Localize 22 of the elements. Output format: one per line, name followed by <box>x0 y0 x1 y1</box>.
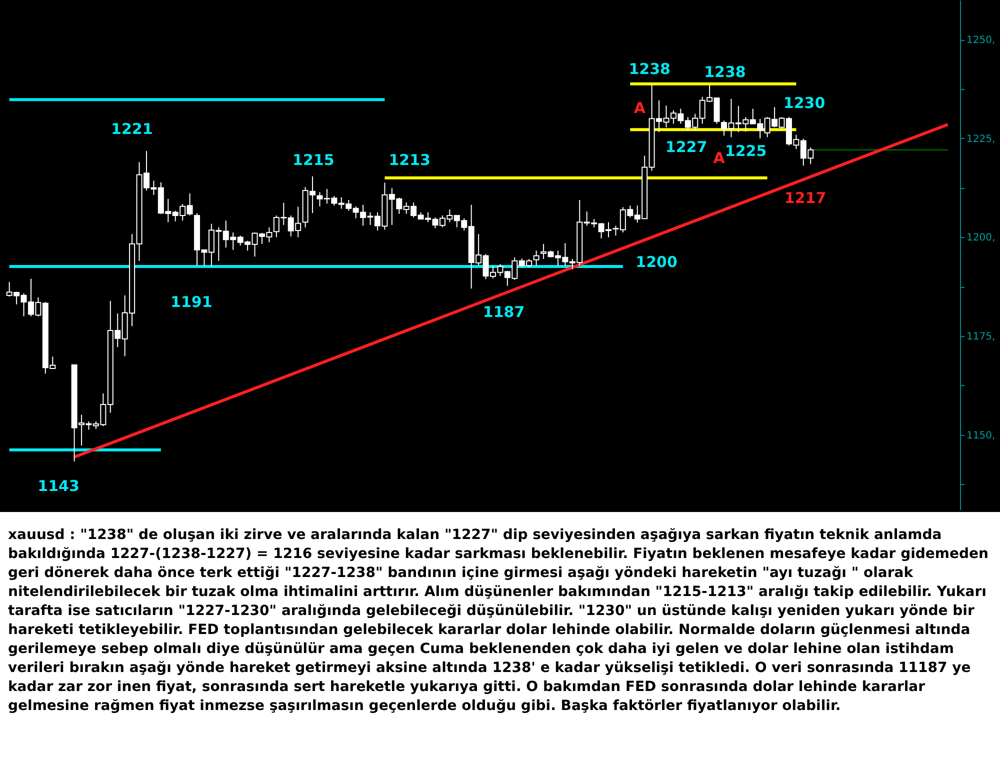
annotation: 1191 <box>170 293 212 311</box>
y-tick-label: 1175, <box>966 332 996 343</box>
annotation: 1227 <box>665 138 708 156</box>
annotation: 1213 <box>388 151 430 169</box>
text: xauusd : "1238" de oluşan iki zirve ve aralarında kalan "1227" dip seviyesinden aşağıya sarkan fiyatın teknik anlamda bakıldığında 1227-(1238-1227) = 1216 seviyesine kadar sarkması beklenebilir. Fiyatın beklenen mesafeye kadar gidemeden geri dönerek daha önce terk ettiği "1227-1238" bandının içine girmesi aşağı yöndeki hareketin "ayı tuzağı " olarak nitelendirilebilecek bir tuzak olma ihtimalini arttırır. Alım düşünenler bakımından "1215-1213" aralığı takip edilebilir. Yukarı tarafta ise satıcıların "1227-1230" aralığında gelebileceği düşünülebilir. "1230" un üstünde kalışı yeniden yukarı yönde bir hareketi tetikleyebilir. FED toplantısından gelebilecek kararlar dolar lehinde olabilir. Normalde doların güçlenmesi altında gerilemeye sebep olmalı diye düşünülür ama geçen Cuma beklenenden çok daha iyi gelen ve dolar lehine olan istihdam verileri bırakın aşağı yönde hareket getirmeyi aksine altında 1238' e kadar yükselişi tetikledi. O veri sonrasında 11187 ye kadar zar zor inen fiyat, sonrasında sert hareketle yukarıya gitti. O bakımdan FED sonrasında dolar lehinde kararlar gelmesine rağmen fiyat inmezse şaşırılmasın geçenlerde olduğu gibi. Başka faktörler fiyatlanıyor olabilir. <box>8 527 988 714</box>
candlestick <box>533 250 540 266</box>
annotation: 1225 <box>724 142 767 160</box>
y-tick-label: 1225, <box>966 134 996 145</box>
annotation: 1238 <box>628 60 670 78</box>
annotation: 1143 <box>38 477 80 495</box>
annotation: 1187 <box>482 303 525 321</box>
y-tick-label: 1250, <box>966 35 996 46</box>
annotation: 1217 <box>784 189 826 207</box>
annotation: 1238 <box>704 63 746 81</box>
annotation: 1215 <box>292 151 334 169</box>
y-tick-label: 1200, <box>966 232 996 244</box>
annotation: A <box>713 149 726 167</box>
y-tick-label: 1150, <box>966 430 996 442</box>
annotation: 1221 <box>111 120 153 138</box>
annotation: 1200 <box>636 253 678 271</box>
annotation: A <box>634 99 646 117</box>
annotation: 1230 <box>783 94 826 112</box>
